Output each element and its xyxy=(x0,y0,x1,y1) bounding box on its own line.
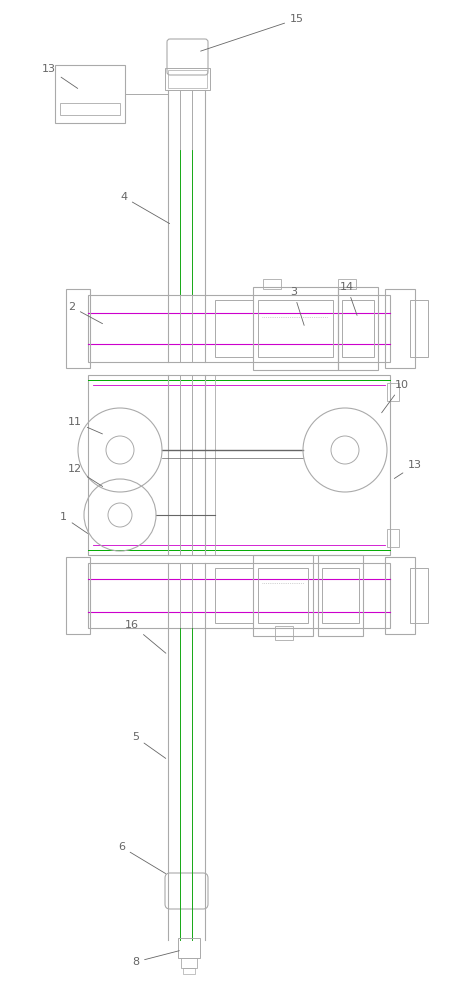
Bar xyxy=(275,626,293,640)
Bar xyxy=(181,958,197,968)
Bar xyxy=(318,555,363,636)
Bar xyxy=(88,563,390,628)
Bar xyxy=(66,289,90,368)
Bar xyxy=(168,70,207,88)
Bar xyxy=(387,383,399,401)
Bar xyxy=(60,103,120,115)
Bar xyxy=(258,568,308,623)
Bar xyxy=(387,529,399,547)
Text: 5: 5 xyxy=(132,732,166,758)
Bar xyxy=(338,287,378,370)
Bar xyxy=(322,568,359,623)
Text: 13: 13 xyxy=(394,460,422,478)
Bar xyxy=(215,568,253,623)
Text: 11: 11 xyxy=(68,417,102,434)
Text: 8: 8 xyxy=(132,951,179,967)
Bar xyxy=(88,375,390,555)
Bar xyxy=(338,279,356,289)
Bar xyxy=(178,938,200,958)
Bar xyxy=(258,300,333,357)
Text: 3: 3 xyxy=(290,287,304,325)
Text: 6: 6 xyxy=(118,842,166,874)
Bar xyxy=(410,568,428,623)
Bar xyxy=(55,65,125,123)
Text: 16: 16 xyxy=(125,620,166,653)
Bar xyxy=(183,968,195,974)
Text: 14: 14 xyxy=(340,282,357,315)
Text: 15: 15 xyxy=(201,14,304,51)
Bar xyxy=(263,279,281,289)
Text: 4: 4 xyxy=(120,192,169,224)
Text: 10: 10 xyxy=(381,380,409,413)
Bar xyxy=(342,300,374,357)
Bar xyxy=(88,295,390,362)
Text: 2: 2 xyxy=(68,302,102,324)
Text: 13: 13 xyxy=(42,64,78,88)
Bar xyxy=(165,68,210,90)
Bar xyxy=(253,287,338,370)
Bar xyxy=(410,300,428,357)
Text: 1: 1 xyxy=(60,512,88,533)
Bar xyxy=(385,289,415,368)
Bar xyxy=(215,300,253,357)
Text: 12: 12 xyxy=(68,464,103,487)
Bar xyxy=(385,557,415,634)
Bar xyxy=(66,557,90,634)
Bar xyxy=(253,555,313,636)
